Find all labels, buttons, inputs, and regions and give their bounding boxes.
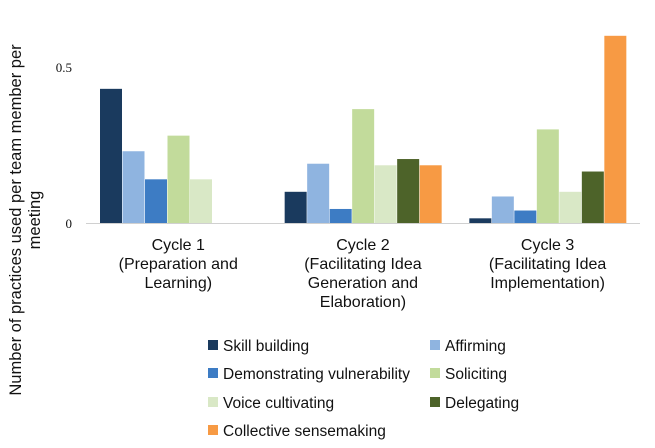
bar-skill-building-cycle-2 [284, 191, 307, 223]
legend-label-delegating: Delegating [445, 395, 519, 412]
legend-label-soliciting: Soliciting [445, 366, 507, 383]
legend-swatch-skill-building [208, 340, 218, 350]
bar-affirming-cycle-3 [491, 196, 514, 223]
bar-demonstrating-vulnerability-cycle-3 [514, 210, 537, 223]
y-axis-label: Number of practices used per team member… [7, 44, 44, 396]
legend-label-demonstrating-vulnerability: Demonstrating vulnerability [223, 366, 410, 383]
bar-demonstrating-vulnerability-cycle-1 [145, 179, 167, 223]
category-label-cycle-1: Cycle 1 (Preparation and Learning) [119, 237, 238, 292]
bar-soliciting-cycle-3 [536, 129, 559, 223]
bar-voice-cultivating-cycle-2 [374, 165, 397, 223]
bar-delegating-cycle-2 [397, 159, 420, 223]
bar-skill-building-cycle-3 [469, 218, 492, 223]
legend-label-skill-building: Skill building [223, 338, 309, 355]
legend-swatch-delegating [430, 397, 440, 407]
bar-soliciting-cycle-2 [352, 109, 375, 223]
legend-swatch-voice-cultivating [208, 397, 218, 407]
legend-swatch-soliciting [430, 368, 440, 378]
legend: Skill building Affirming Demonstrating vul… [208, 338, 519, 440]
bar-voice-cultivating-cycle-3 [559, 191, 582, 223]
bars [100, 35, 627, 223]
category-label-cycle-3: Cycle 3 (Facilitating Idea Implementation) [489, 237, 606, 292]
legend-swatch-collective-sensemaking [208, 425, 218, 435]
bar-collective-sensemaking-cycle-2 [419, 165, 442, 223]
legend-label-collective-sensemaking: Collective sensemaking [223, 423, 386, 440]
bar-collective-sensemaking-cycle-3 [604, 35, 627, 223]
bar-affirming-cycle-2 [307, 163, 330, 223]
y-tick-label-0: 0 [66, 216, 73, 231]
axes: 00.5 [56, 60, 640, 231]
legend-swatch-demonstrating-vulnerability [208, 368, 218, 378]
bar-skill-building-cycle-1 [100, 88, 122, 223]
category-labels: Cycle 1 (Preparation and Learning) Cycle 2(… [119, 237, 607, 311]
legend-label-affirming: Affirming [445, 338, 506, 355]
bar-soliciting-cycle-1 [167, 135, 190, 223]
bar-delegating-cycle-3 [581, 171, 604, 223]
bar-voice-cultivating-cycle-1 [190, 179, 212, 223]
legend-label-voice-cultivating: Voice cultivating [223, 395, 334, 412]
legend-swatch-affirming [430, 340, 440, 350]
category-label-cycle-2: Cycle 2 (Facilitating Idea Generation and E… [304, 237, 421, 311]
y-tick-label-1: 0.5 [56, 60, 72, 75]
bar-demonstrating-vulnerability-cycle-2 [329, 208, 352, 223]
bar-affirming-cycle-1 [122, 151, 145, 223]
